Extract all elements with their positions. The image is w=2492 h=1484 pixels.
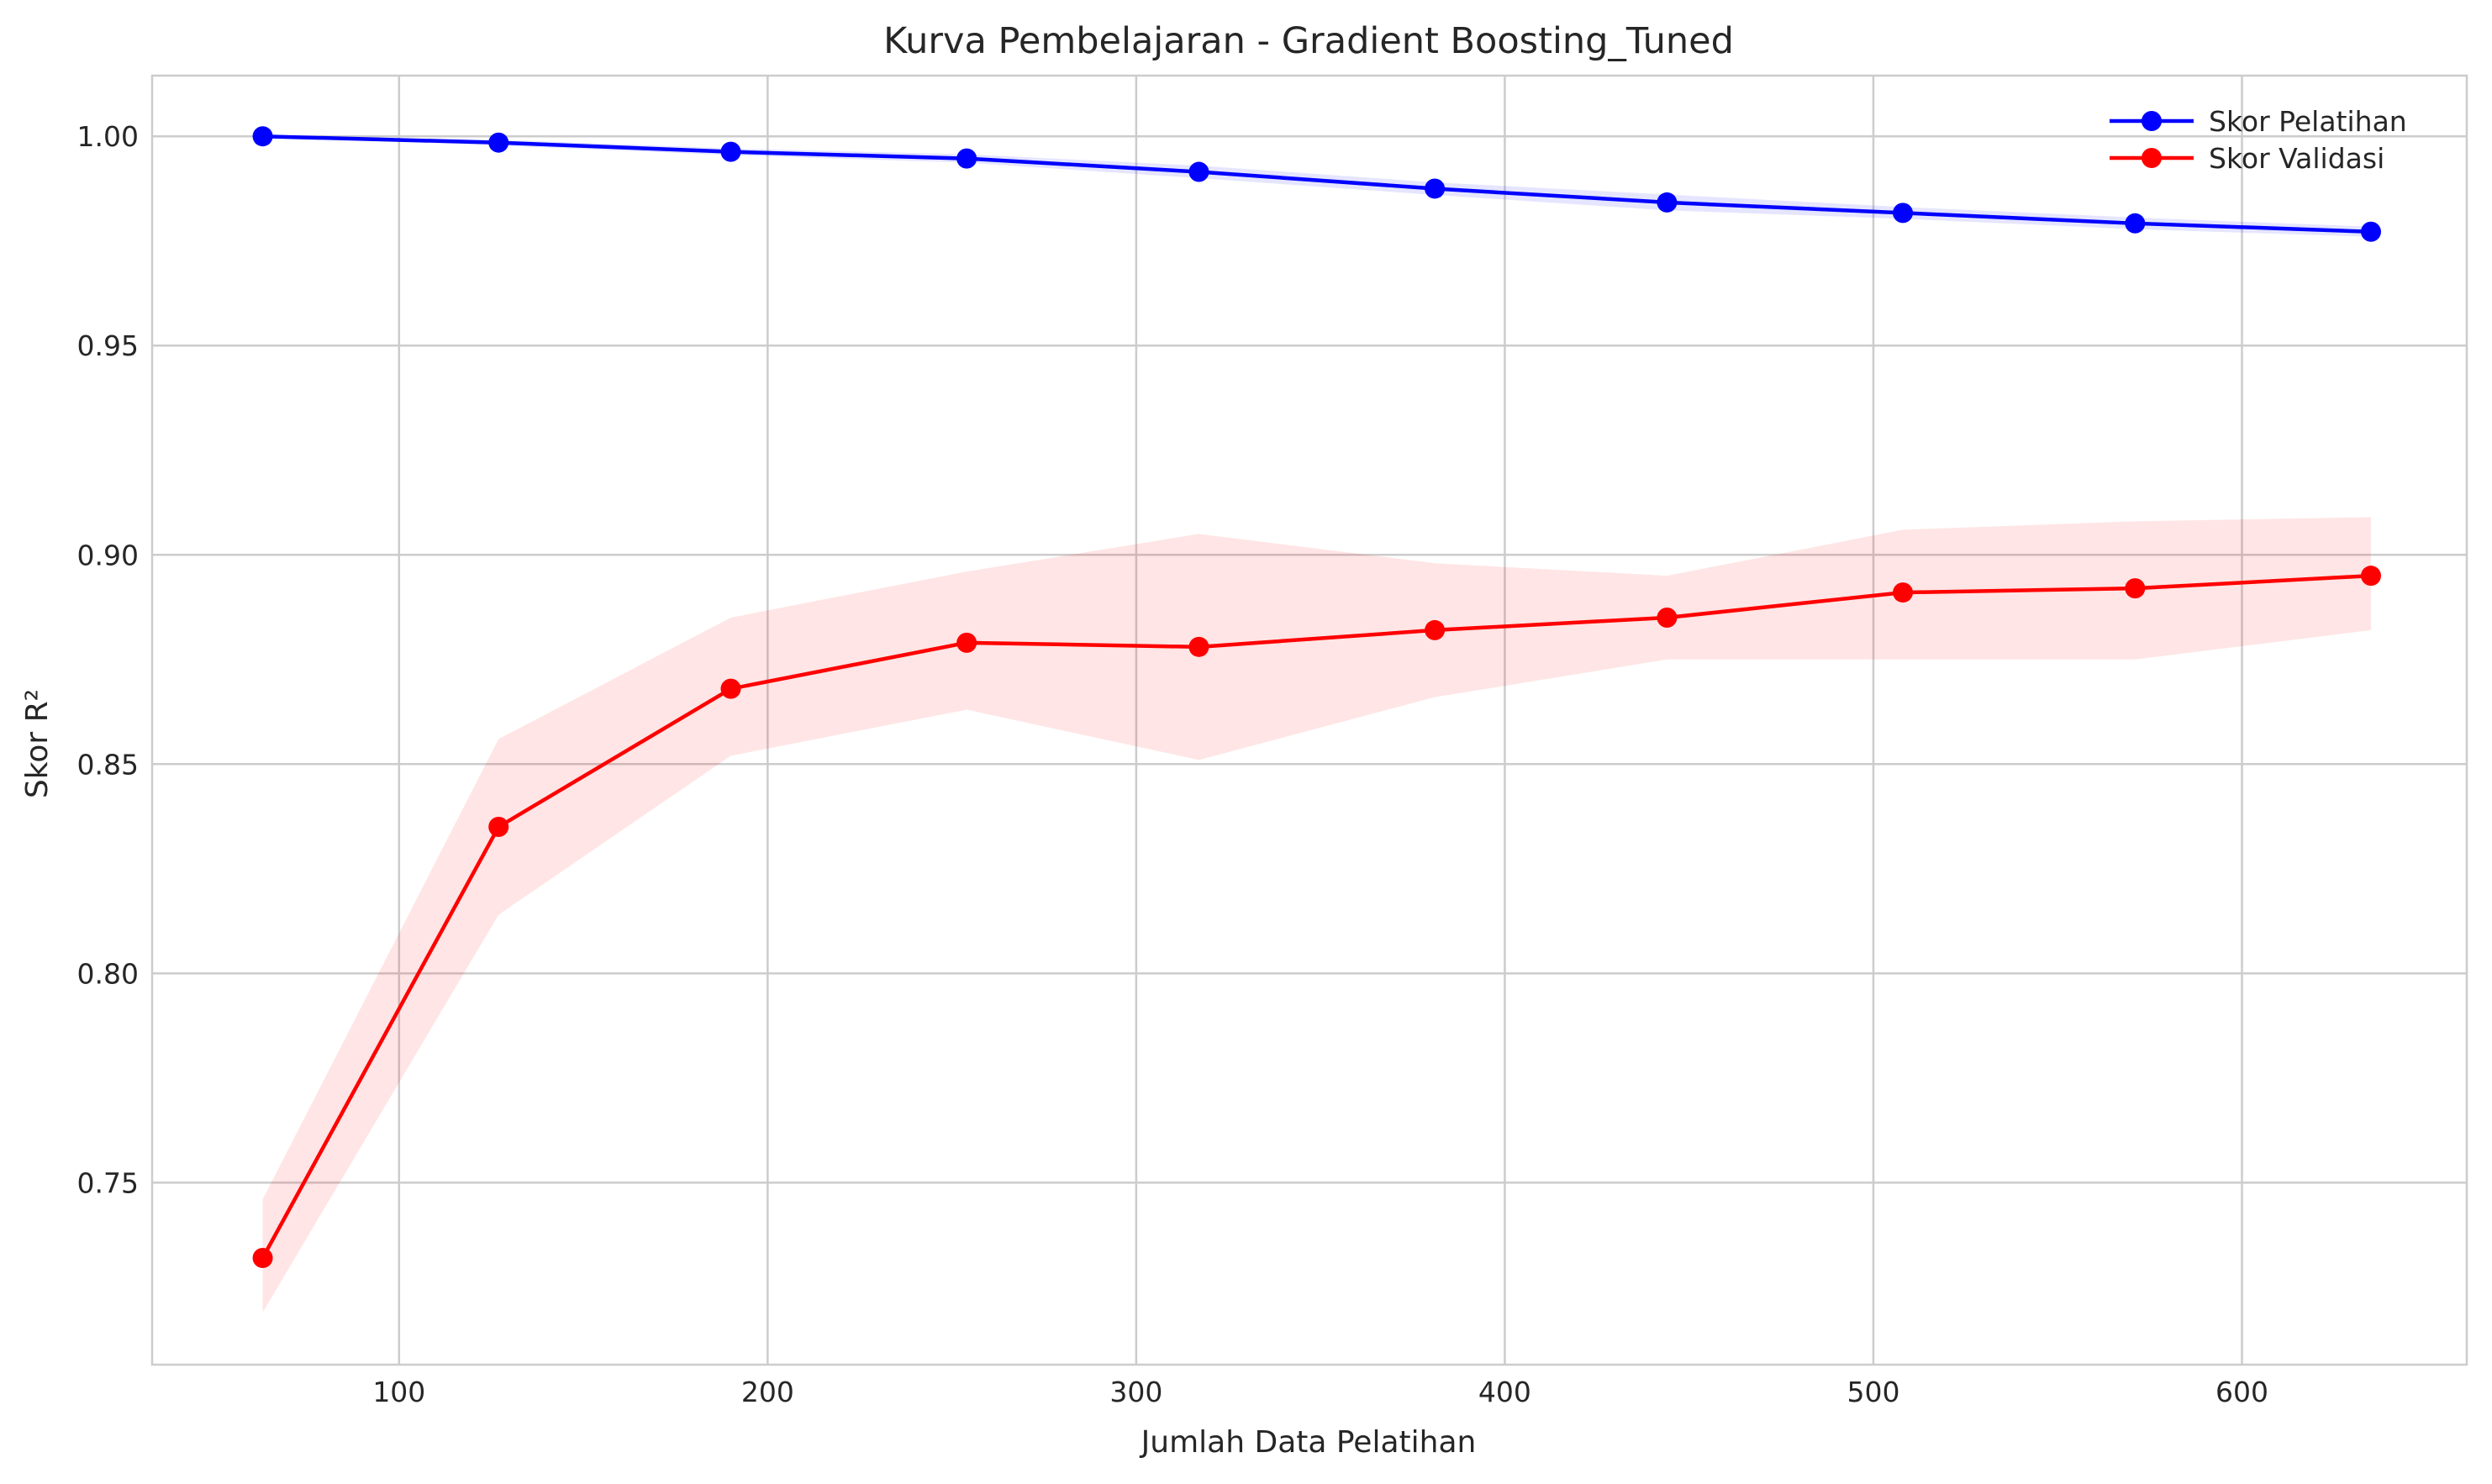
legend: Skor Pelatihan Skor Validasi [2110, 105, 2407, 175]
skor-validasi-point [488, 817, 509, 838]
skor-pelatihan-point [956, 148, 977, 169]
legend-skor-validasi-marker [2142, 148, 2162, 168]
legend-skor-pelatihan-label: Skor Pelatihan [2209, 105, 2407, 138]
y-tick-label: 1.00 [77, 120, 139, 153]
chart-title: Kurva Pembelajaran - Gradient Boosting_T… [883, 20, 1734, 62]
skor-validasi-point [720, 678, 741, 699]
y-tick-labels: 0.75 0.80 0.85 0.90 0.95 1.00 [77, 120, 139, 1199]
skor-pelatihan-point [488, 132, 509, 153]
x-tick-label: 200 [741, 1376, 794, 1408]
y-tick-label: 0.90 [77, 539, 139, 571]
skor-pelatihan-point [1893, 203, 1914, 224]
y-tick-label: 0.75 [77, 1166, 139, 1199]
legend-skor-pelatihan-marker [2142, 111, 2162, 131]
x-axis-title: Jumlah Data Pelatihan [1140, 1425, 1477, 1460]
skor-validasi-point [1425, 619, 1446, 640]
y-tick-label: 0.85 [77, 748, 139, 781]
x-tick-label: 100 [372, 1376, 425, 1408]
skor-validasi-point [1188, 636, 1209, 657]
x-tick-label: 600 [2215, 1376, 2268, 1408]
skor-validasi-point [2125, 578, 2146, 599]
skor-pelatihan-point [1425, 178, 1446, 199]
x-tick-label: 500 [1847, 1376, 1899, 1408]
skor-validasi-point [956, 632, 977, 653]
y-axis-title: Skor R² [20, 689, 55, 798]
y-tick-label: 0.80 [77, 957, 139, 990]
skor-pelatihan-point [720, 141, 741, 162]
skor-validasi-line [261, 573, 2372, 1260]
skor-validasi-point [1657, 607, 1678, 628]
skor-pelatihan-point [2360, 221, 2381, 242]
plot-frame [150, 74, 2468, 1366]
x-tick-label: 400 [1478, 1376, 1531, 1408]
legend-skor-validasi-label: Skor Validasi [2209, 142, 2384, 175]
skor-pelatihan-point [252, 126, 273, 147]
skor-validasi-point [1893, 582, 1914, 603]
skor-pelatihan-point [1188, 161, 1209, 182]
skor-pelatihan-line [262, 134, 2372, 234]
skor-pelatihan-point [2125, 213, 2146, 234]
skor-validasi-band [262, 517, 2371, 1313]
series-lines [261, 134, 2372, 1260]
skor-validasi-point [2360, 566, 2381, 587]
x-tick-labels: 100 200 300 400 500 600 [372, 1376, 2268, 1408]
skor-pelatihan-point [1657, 192, 1678, 213]
x-tick-label: 300 [1109, 1376, 1162, 1408]
series-markers [252, 126, 2381, 1268]
gridlines [152, 76, 2467, 1365]
y-tick-label: 0.95 [77, 329, 139, 362]
skor-validasi-point [252, 1247, 273, 1268]
